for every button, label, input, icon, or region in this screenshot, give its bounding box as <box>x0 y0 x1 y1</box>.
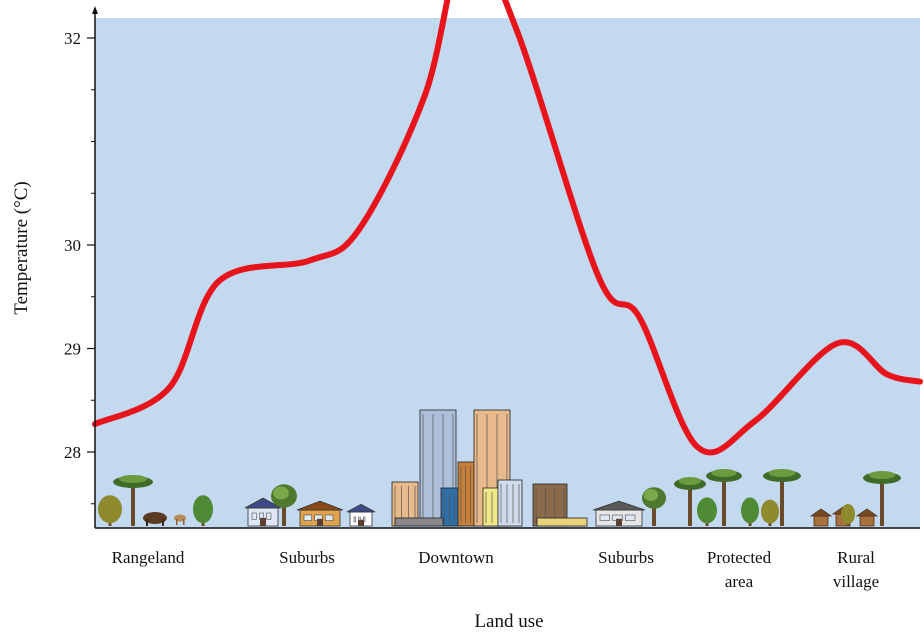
category-label: Downtown <box>418 548 494 567</box>
x-axis-title: Land use <box>474 611 543 632</box>
hut-icon <box>809 508 833 527</box>
low-building-icon <box>394 517 444 527</box>
tree-icon <box>863 471 901 526</box>
y-tick-label: 32 <box>64 29 81 48</box>
category-label: village <box>833 572 879 591</box>
y-tick-label: 29 <box>64 340 81 359</box>
bush-icon <box>741 497 759 526</box>
land-use-illustrations <box>98 409 901 527</box>
series-layer <box>92 0 923 456</box>
building-icon <box>440 487 464 527</box>
axes <box>87 6 920 529</box>
tree-icon <box>763 469 801 526</box>
house-icon <box>296 500 344 527</box>
tree-icon <box>113 475 153 526</box>
tree-icon <box>674 477 706 526</box>
house-icon <box>592 500 646 527</box>
low-building-icon <box>536 517 588 527</box>
y-axis-title: Temperature (°C) <box>11 181 32 314</box>
y-tick-label: 30 <box>64 236 81 255</box>
y-axis-arrow <box>92 6 98 14</box>
bison-icon <box>143 512 167 526</box>
category-label: Suburbs <box>598 548 654 567</box>
bush-icon <box>98 495 122 526</box>
category-label: Rural <box>837 548 875 567</box>
temperature-line <box>92 0 923 456</box>
bush-icon <box>841 504 855 526</box>
bush-icon <box>697 497 717 526</box>
labels: 28 29 30 32 Rangeland Suburbs Downtown Suburbs P… <box>11 29 879 632</box>
tower-icon <box>457 461 479 527</box>
category-label: area <box>725 572 754 591</box>
y-tick-label: 28 <box>64 443 81 462</box>
bush-icon <box>761 499 779 526</box>
deer-icon <box>174 514 186 525</box>
bush-icon <box>193 495 213 526</box>
building-icon <box>497 479 523 527</box>
category-label: Rangeland <box>112 548 185 567</box>
house-icon <box>346 503 376 527</box>
tree-icon <box>642 487 666 526</box>
category-label: Suburbs <box>279 548 335 567</box>
house-icon <box>244 497 282 527</box>
hut-icon <box>855 508 879 527</box>
tree-icon <box>271 484 297 526</box>
category-label: Protected <box>707 548 772 567</box>
tree-icon <box>706 469 742 526</box>
